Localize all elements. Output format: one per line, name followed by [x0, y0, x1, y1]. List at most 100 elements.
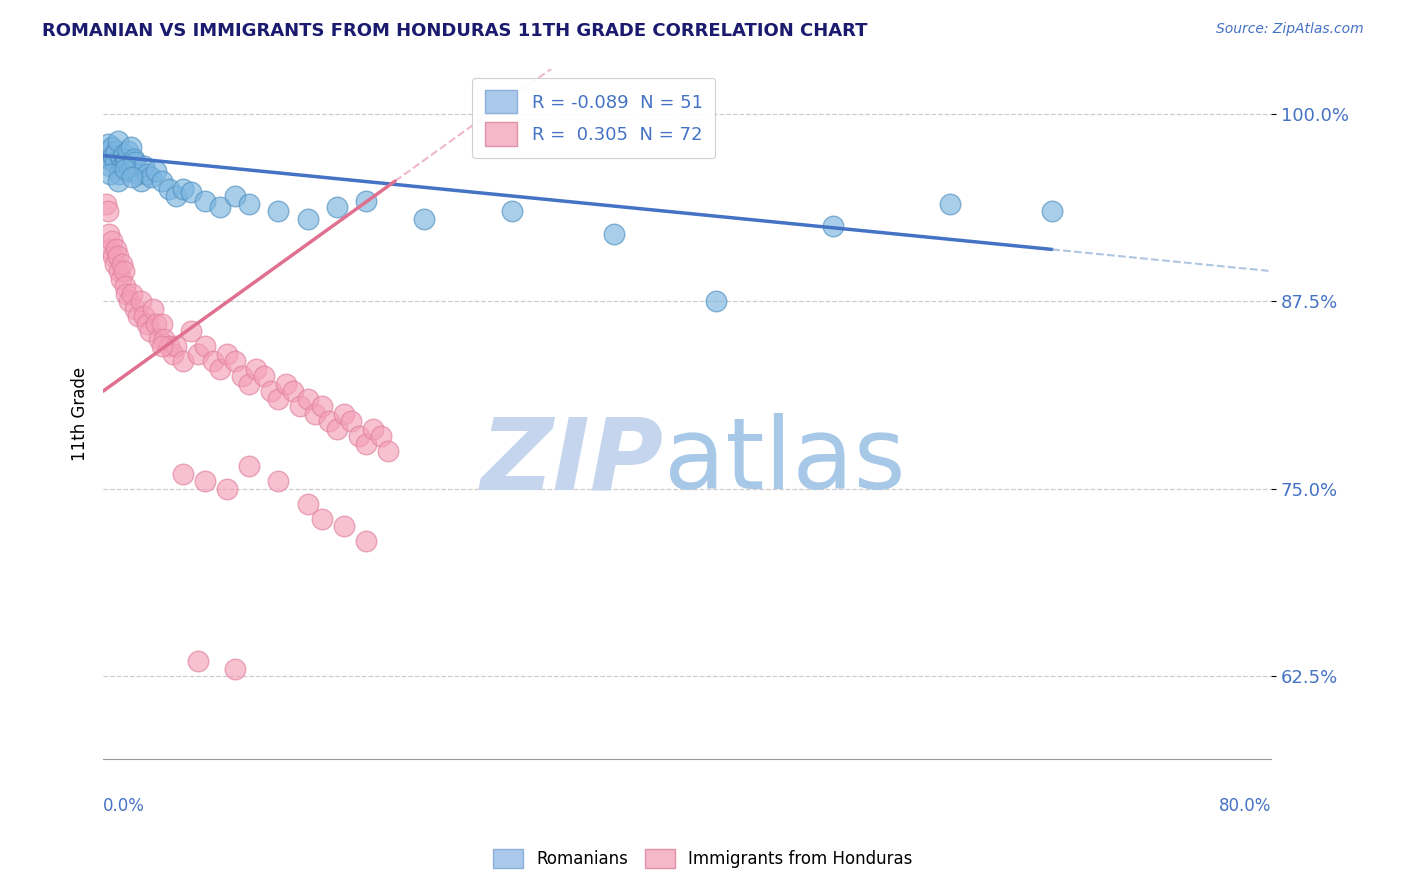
Point [318, 414, 340, 428]
Point [180, 324, 202, 338]
Point [111, 257, 134, 271]
Point [194, 474, 217, 488]
Point [208, 200, 231, 214]
Point [201, 354, 224, 368]
Point [150, 317, 173, 331]
Point [100, 167, 122, 181]
Point [110, 152, 132, 166]
Point [413, 211, 436, 226]
Point [217, 346, 239, 360]
Point [124, 301, 146, 316]
Point [153, 332, 176, 346]
Point [238, 196, 260, 211]
Point [127, 309, 149, 323]
Point [333, 407, 356, 421]
Point [124, 154, 146, 169]
Point [253, 369, 276, 384]
Point [157, 339, 180, 353]
Point [118, 294, 141, 309]
Point [347, 429, 370, 443]
Point [112, 264, 135, 278]
Point [98, 227, 121, 241]
Point [150, 339, 173, 353]
Text: 80.0%: 80.0% [1219, 797, 1271, 814]
Point [172, 354, 194, 368]
Point [340, 414, 363, 428]
Point [194, 194, 217, 208]
Point [105, 242, 128, 256]
Point [165, 339, 187, 353]
Point [939, 196, 962, 211]
Point [187, 346, 209, 360]
Point [129, 174, 152, 188]
Point [129, 294, 152, 309]
Point [297, 211, 319, 226]
Point [121, 169, 143, 184]
Point [101, 139, 124, 153]
Point [267, 392, 290, 406]
Point [141, 169, 163, 184]
Point [145, 163, 167, 178]
Point [115, 152, 138, 166]
Point [172, 467, 194, 481]
Point [208, 361, 231, 376]
Point [103, 249, 125, 263]
Point [217, 482, 239, 496]
Point [96, 136, 118, 151]
Point [297, 497, 319, 511]
Point [136, 167, 159, 181]
Point [150, 174, 173, 188]
Point [100, 159, 122, 173]
Point [142, 301, 165, 316]
Point [114, 279, 136, 293]
Point [377, 444, 399, 458]
Point [118, 163, 141, 178]
Legend: Romanians, Immigrants from Honduras: Romanians, Immigrants from Honduras [486, 843, 920, 875]
Point [603, 227, 626, 241]
Point [325, 422, 347, 436]
Y-axis label: 11th Grade: 11th Grade [72, 367, 89, 460]
Point [187, 654, 209, 668]
Point [107, 174, 129, 188]
Text: atlas: atlas [664, 414, 905, 510]
Point [224, 354, 246, 368]
Point [98, 152, 121, 166]
Point [114, 162, 136, 177]
Point [704, 294, 727, 309]
Point [94, 196, 117, 211]
Point [290, 399, 312, 413]
Point [354, 194, 377, 208]
Point [311, 511, 333, 525]
Point [361, 422, 384, 436]
Point [114, 154, 136, 169]
Point [110, 271, 132, 285]
Point [823, 219, 845, 233]
Point [297, 392, 319, 406]
Point [304, 407, 326, 421]
Point [111, 159, 134, 173]
Text: ROMANIAN VS IMMIGRANTS FROM HONDURAS 11TH GRADE CORRELATION CHART: ROMANIAN VS IMMIGRANTS FROM HONDURAS 11T… [42, 22, 868, 40]
Point [103, 148, 125, 162]
Point [281, 384, 304, 399]
Point [120, 139, 142, 153]
Point [224, 189, 246, 203]
Text: ZIP: ZIP [481, 414, 664, 510]
Point [104, 257, 127, 271]
Point [311, 399, 333, 413]
Point [267, 474, 290, 488]
Point [145, 317, 167, 331]
Point [370, 429, 392, 443]
Point [165, 189, 187, 203]
Text: 0.0%: 0.0% [103, 797, 145, 814]
Point [132, 159, 155, 173]
Point [224, 662, 246, 676]
Point [115, 286, 138, 301]
Point [104, 154, 127, 169]
Point [354, 436, 377, 450]
Point [172, 181, 194, 195]
Point [1040, 204, 1063, 219]
Point [101, 234, 124, 248]
Point [501, 204, 523, 219]
Point [108, 264, 131, 278]
Point [267, 204, 290, 219]
